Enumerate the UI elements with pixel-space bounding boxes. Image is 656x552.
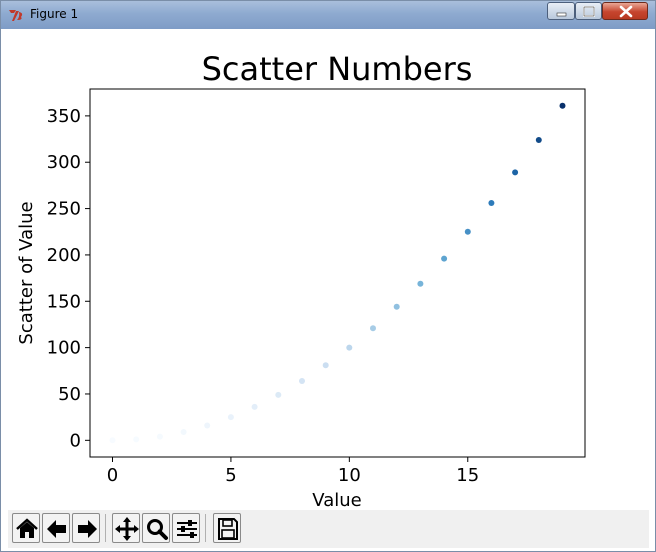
maximize-button[interactable] [575,2,602,20]
data-point [133,436,140,443]
x-tick-label: 10 [338,465,361,486]
data-points [109,102,566,444]
minimize-icon [556,12,567,17]
back-button[interactable] [42,513,70,543]
pan-button[interactable] [112,513,140,543]
close-icon [619,5,633,18]
window-title: Figure 1 [30,7,79,21]
data-point [109,437,116,444]
home-icon [16,518,38,538]
data-point [204,422,211,429]
data-point [275,391,282,398]
chart-title: Scatter Numbers [202,50,473,88]
move-icon [115,517,139,541]
data-point [535,137,542,143]
home-button[interactable] [12,513,40,543]
x-axis-ticks: 0 5 10 15 [107,457,479,486]
maximize-icon [583,6,595,17]
data-point [393,303,400,310]
data-point [370,325,376,332]
title-bar[interactable]: Figure 1 [1,1,655,29]
minimize-button[interactable] [547,2,575,20]
x-tick-label: 5 [225,465,236,486]
y-tick-label: 150 [47,291,81,312]
x-axis-label: Value [312,490,361,510]
close-button[interactable] [602,2,648,20]
data-point [156,433,163,440]
arrow-right-icon [78,520,97,538]
data-point [488,200,495,206]
y-tick-label: 100 [47,338,81,359]
x-tick-label: 0 [107,465,118,486]
toolbar-separator [105,514,106,542]
data-point [227,414,234,421]
save-button[interactable] [213,513,241,543]
floppy-disk-icon [218,518,238,540]
data-point [441,255,448,262]
zoom-button[interactable] [142,513,170,543]
data-point [251,403,258,410]
axes-frame [89,88,586,458]
data-point [299,378,305,384]
scatter-plot: Scatter Numbers 0 5 10 15 0 50 100 150 200 250 30… [16,50,586,511]
magnifier-icon [147,519,168,540]
x-tick-label: 15 [456,465,479,486]
sliders-icon [177,520,197,538]
data-point [559,102,566,109]
data-point [346,344,353,351]
y-axis-ticks: 0 50 100 150 200 250 300 350 [47,106,90,451]
y-tick-label: 350 [47,106,81,127]
figure-canvas[interactable]: Scatter Numbers 0 5 10 15 0 50 100 150 200 250 30… [8,30,649,511]
navigation-toolbar [8,510,649,548]
configure-subplots-button[interactable] [172,513,200,543]
tk-feather-icon [9,10,23,21]
data-point [322,362,329,369]
y-tick-label: 0 [70,430,81,451]
toolbar-separator [205,514,206,542]
y-tick-label: 250 [47,199,81,220]
arrow-left-icon [47,520,66,538]
data-point [180,429,187,435]
y-tick-label: 300 [47,152,81,173]
y-tick-label: 50 [58,384,81,405]
data-point [464,228,471,235]
data-point [417,280,424,287]
forward-button[interactable] [72,513,100,543]
y-tick-label: 200 [47,245,81,266]
y-axis-label: Scatter of Value [16,201,37,344]
data-point [512,169,519,176]
